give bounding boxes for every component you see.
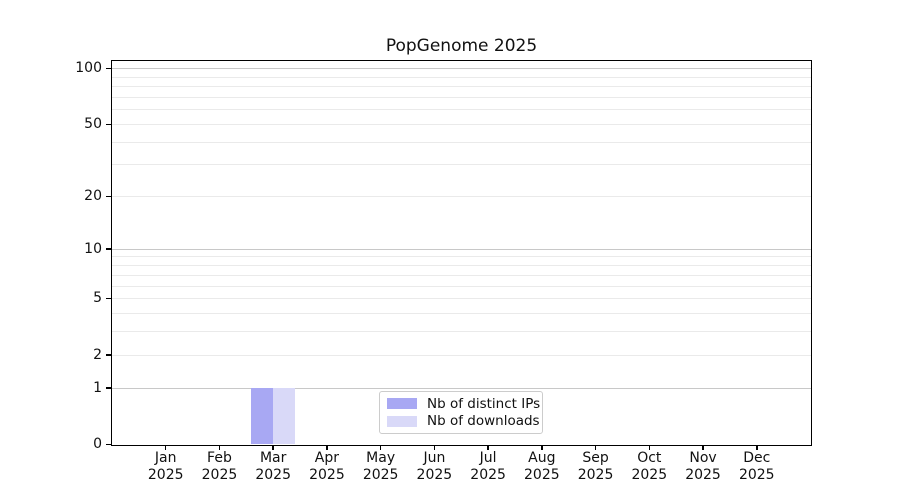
y-gridline-minor — [112, 331, 811, 333]
y-gridline-minor — [112, 76, 811, 78]
x-tick-mark — [218, 445, 221, 450]
legend-label: Nb of downloads — [427, 413, 540, 430]
x-tick-month: Dec — [743, 450, 771, 466]
x-tick-label: Sep 2025 — [564, 450, 628, 484]
y-gridline-minor — [112, 196, 811, 198]
x-tick-year: 2025 — [416, 467, 453, 483]
y-tick-label: 2 — [93, 346, 102, 363]
y-tick-mark — [106, 248, 111, 250]
x-tick-month: Oct — [637, 450, 662, 466]
y-tick-mark — [106, 123, 111, 126]
x-tick-mark — [326, 445, 328, 450]
x-tick-year: 2025 — [255, 467, 291, 483]
x-tick-label: Oct 2025 — [617, 450, 681, 484]
chart-title: PopGenome 2025 — [385, 36, 538, 56]
x-tick-year: 2025 — [470, 467, 506, 483]
x-tick-label: May 2025 — [349, 450, 413, 484]
plot-frame — [110, 59, 812, 446]
x-tick-label: Jun 2025 — [402, 450, 466, 484]
x-tick-mark — [702, 445, 704, 450]
legend-entry: Nb of distinct IPs — [387, 396, 540, 412]
y-tick-label: 50 — [84, 115, 102, 132]
x-tick-mark — [164, 445, 167, 450]
bar-distinct-ips — [251, 388, 274, 445]
y-gridline-minor — [112, 274, 811, 276]
y-tick-label: 0 — [93, 436, 102, 452]
legend-swatch — [387, 415, 417, 427]
x-tick-mark — [756, 445, 758, 450]
x-tick-year: 2025 — [738, 467, 775, 483]
x-tick-month: Sep — [582, 450, 609, 466]
x-tick-label: Aug 2025 — [510, 450, 574, 484]
x-tick-label: Apr 2025 — [295, 450, 359, 484]
x-tick-month: Jul — [479, 450, 497, 466]
bar-downloads — [273, 388, 295, 445]
y-tick-label: 20 — [84, 188, 102, 205]
y-gridline-minor — [112, 265, 811, 267]
legend: Nb of distinct IPs Nb of downloads — [379, 391, 543, 434]
x-tick-mark — [272, 445, 274, 450]
y-tick-label: 10 — [84, 240, 102, 257]
x-tick-mark — [433, 445, 436, 450]
y-tick-label: 100 — [75, 60, 102, 77]
x-tick-label: Dec 2025 — [725, 450, 789, 484]
x-tick-year: 2025 — [524, 467, 560, 483]
y-tick-mark — [106, 67, 111, 70]
y-gridline-minor — [112, 298, 811, 300]
x-tick-month: Nov — [689, 450, 717, 466]
x-tick-year: 2025 — [201, 467, 238, 483]
x-tick-label: Nov 2025 — [671, 450, 735, 484]
x-tick-mark — [379, 445, 382, 450]
y-gridline-minor — [112, 123, 811, 125]
x-tick-year: 2025 — [362, 467, 399, 483]
y-tick-mark — [106, 443, 111, 446]
y-gridline-minor — [112, 141, 811, 143]
x-tick-month: Jun — [423, 450, 446, 466]
x-tick-mark — [594, 445, 597, 450]
legend-entry: Nb of downloads — [387, 413, 540, 429]
y-tick-mark — [106, 195, 111, 198]
y-gridline-minor — [112, 109, 811, 111]
y-gridline-major — [112, 248, 811, 250]
x-tick-year: 2025 — [685, 467, 721, 483]
x-tick-month: Jan — [154, 450, 177, 466]
y-gridline-minor — [112, 285, 811, 287]
x-tick-year: 2025 — [309, 467, 345, 483]
x-tick-month: Feb — [207, 450, 232, 466]
x-tick-mark — [541, 445, 543, 450]
legend-swatch — [387, 398, 417, 410]
x-tick-label: Jul 2025 — [456, 450, 520, 484]
x-tick-month: Aug — [528, 450, 556, 466]
x-tick-year: 2025 — [631, 467, 668, 483]
x-tick-mark — [648, 445, 651, 450]
x-tick-label: Jan 2025 — [134, 450, 198, 484]
y-gridline-minor — [112, 86, 811, 88]
x-tick-year: 2025 — [577, 467, 614, 483]
y-tick-mark — [106, 297, 111, 300]
x-tick-month: Mar — [259, 450, 287, 466]
y-tick-mark — [106, 387, 111, 389]
y-gridline-major — [112, 387, 811, 389]
y-tick-label: 5 — [93, 290, 102, 307]
y-gridline-minor — [112, 312, 811, 314]
legend-label: Nb of distinct IPs — [427, 395, 541, 412]
y-gridline-minor — [112, 96, 811, 98]
y-gridline-minor — [112, 256, 811, 258]
x-tick-month: May — [366, 450, 396, 466]
y-gridline-minor — [112, 354, 811, 356]
y-gridline-major — [112, 68, 811, 70]
x-tick-mark — [487, 445, 489, 450]
y-tick-label: 1 — [93, 379, 102, 396]
x-tick-label: Feb 2025 — [187, 450, 251, 484]
x-tick-month: Apr — [314, 450, 340, 466]
y-gridline-minor — [112, 164, 811, 166]
x-tick-year: 2025 — [147, 467, 184, 483]
x-tick-label: Mar 2025 — [241, 450, 305, 484]
y-tick-mark — [106, 354, 111, 356]
